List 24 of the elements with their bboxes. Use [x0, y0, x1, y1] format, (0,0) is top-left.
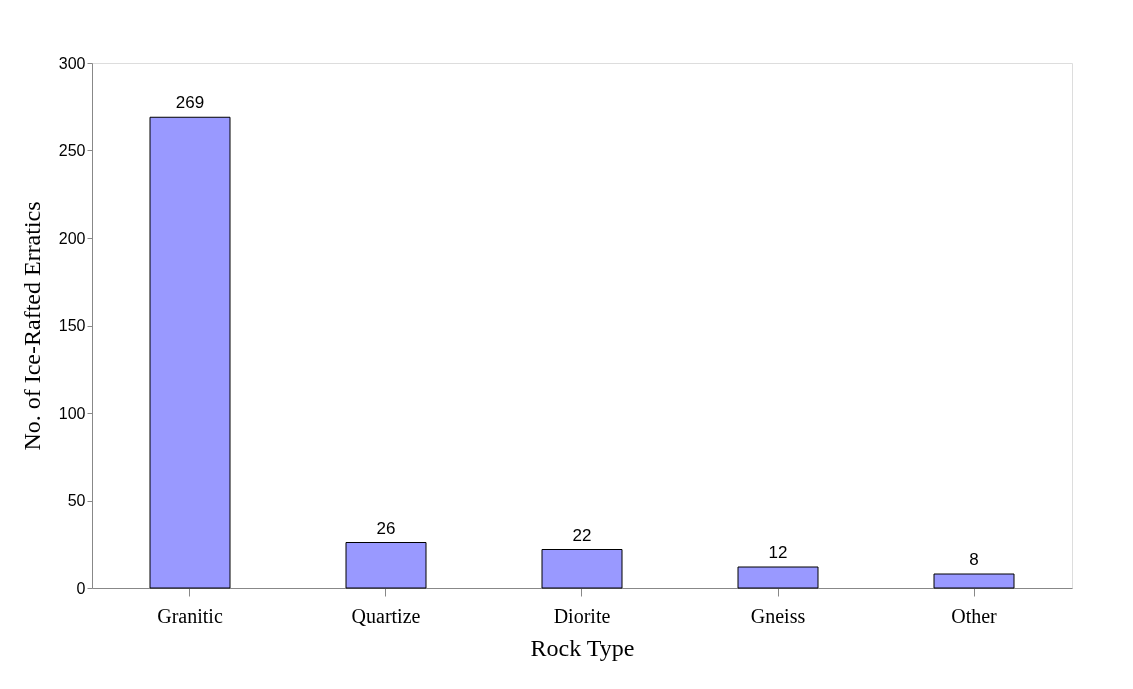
x-axis-title: Rock Type — [530, 634, 635, 661]
x-tick-label: Granitic — [157, 604, 223, 627]
y-tick-label: 50 — [67, 492, 86, 509]
y-tick-label: 100 — [58, 404, 86, 422]
y-tick-label: 250 — [58, 142, 86, 159]
x-tick-label: Other — [951, 604, 998, 627]
x-tick-label: Quartize — [351, 604, 421, 627]
data-label: 22 — [572, 525, 592, 545]
y-axis-title: No. of Ice-Rafted Erratics — [18, 201, 45, 451]
data-label: 26 — [376, 518, 396, 538]
bar — [737, 566, 819, 589]
data-label: 12 — [768, 543, 788, 562]
x-tick-label: Diorite — [553, 604, 611, 627]
bar — [149, 116, 231, 589]
bar — [345, 542, 427, 589]
data-label: 269 — [175, 93, 205, 113]
bar — [541, 549, 623, 589]
bar — [933, 573, 1015, 589]
y-tick-label: 200 — [58, 229, 86, 247]
x-tick-label: Gneiss — [750, 604, 806, 627]
data-label: 8 — [969, 550, 979, 569]
y-tick-label: 0 — [76, 579, 86, 597]
y-tick-label: 300 — [58, 54, 86, 72]
y-tick-label: 150 — [58, 317, 86, 334]
